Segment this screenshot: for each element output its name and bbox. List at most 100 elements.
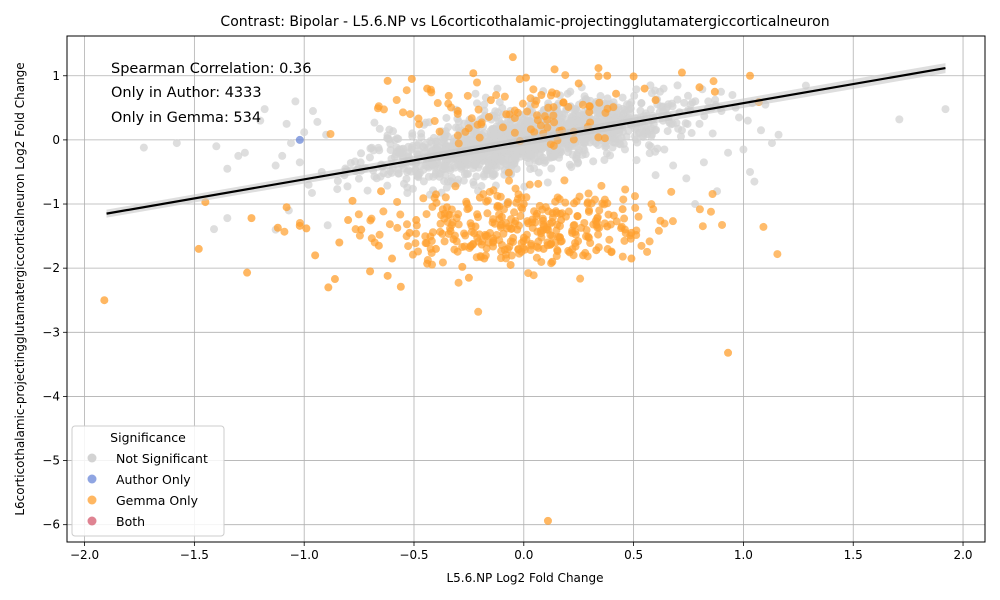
gemma-only-point — [374, 241, 383, 250]
legend-marker-not-significant — [87, 453, 97, 463]
gemma-only-point — [357, 225, 366, 234]
gemma-only-point — [548, 257, 557, 266]
density-point — [530, 128, 539, 137]
density-point — [549, 103, 558, 112]
gemma-only-point — [506, 260, 515, 269]
density-point — [572, 155, 581, 164]
density-point — [630, 192, 639, 201]
density-point — [415, 120, 424, 129]
chart-title: Contrast: Bipolar - L5.6.NP vs L6cortico… — [220, 14, 829, 30]
density-point — [618, 127, 627, 136]
density-point — [473, 210, 482, 219]
gemma-only-point — [539, 244, 548, 253]
density-point — [523, 116, 532, 125]
density-point — [534, 179, 543, 188]
density-point — [386, 146, 395, 155]
x-tick-label: 0.5 — [624, 548, 643, 562]
density-point — [444, 99, 453, 108]
density-point — [421, 118, 430, 127]
not-significant-point — [728, 91, 737, 100]
density-point — [485, 152, 494, 161]
gemma-only-point — [431, 190, 440, 199]
density-point — [620, 214, 629, 223]
density-point — [551, 238, 560, 247]
density-point — [474, 307, 483, 316]
density-point — [419, 194, 428, 203]
density-point — [392, 143, 401, 152]
gemma-only-point — [677, 68, 686, 77]
density-point — [565, 160, 574, 169]
not-significant-point — [480, 100, 489, 109]
density-point — [649, 205, 658, 214]
gemma-only-point — [282, 203, 291, 212]
plot-frame — [66, 35, 986, 543]
density-point — [562, 116, 571, 125]
density-point — [527, 150, 536, 159]
density-point — [647, 89, 656, 98]
density-point — [454, 278, 463, 287]
gemma-only-point — [519, 200, 528, 209]
regression-line-group — [106, 63, 946, 218]
legend-label-author-only: Author Only — [116, 472, 191, 487]
density-point — [402, 86, 411, 95]
gemma-only-point — [486, 96, 495, 105]
density-point — [504, 128, 513, 137]
density-point — [585, 206, 594, 215]
density-point — [561, 71, 570, 80]
density-point — [460, 229, 469, 238]
density-point — [570, 220, 579, 229]
density-point — [493, 203, 502, 212]
gemma-only-point — [100, 296, 109, 305]
y-tick-label: −2 — [42, 261, 60, 275]
density-point — [447, 221, 456, 230]
density-point — [489, 170, 498, 179]
density-point — [519, 243, 528, 252]
author-only-annotation: Only in Author: 4333 — [111, 85, 262, 101]
density-point — [498, 123, 507, 132]
not-significant-point — [287, 139, 296, 148]
y-axis-title: L6corticothalamic-projectingglutamatergi… — [13, 62, 27, 515]
density-point — [399, 108, 408, 117]
not-significant-point — [669, 161, 678, 170]
gemma-only-point — [405, 228, 414, 237]
gemma-only-point — [594, 64, 603, 73]
density-point — [687, 129, 696, 138]
density-point — [568, 245, 577, 254]
density-point — [532, 111, 541, 120]
gemma-only-point — [559, 98, 568, 107]
density-point — [646, 105, 655, 114]
density-point — [505, 176, 514, 185]
density-point — [374, 102, 383, 111]
density-point — [571, 105, 580, 114]
gemma-only-point — [469, 69, 478, 78]
not-significant-point — [774, 130, 783, 139]
density-point — [516, 212, 525, 221]
density-point — [584, 189, 593, 198]
gemma-only-point — [592, 246, 601, 255]
density-point — [463, 205, 472, 214]
density-point — [408, 184, 417, 193]
density-point — [396, 210, 405, 219]
density-point — [653, 144, 662, 153]
gemma-only-point — [458, 262, 467, 271]
y-tick-label: −1 — [42, 197, 60, 211]
density-point — [363, 186, 372, 195]
density-point — [442, 183, 451, 192]
density-point — [524, 269, 533, 278]
density-point — [519, 233, 528, 242]
density-point — [526, 94, 535, 103]
legend-label-gemma-only: Gemma Only — [116, 493, 199, 508]
spearman-annotation: Spearman Correlation: 0.36 — [111, 61, 311, 77]
gemma-only-point — [568, 228, 577, 237]
density-point — [540, 112, 549, 121]
density-point — [490, 219, 499, 228]
density-point — [651, 126, 660, 135]
density-point — [551, 207, 560, 216]
gemma-only-point — [618, 205, 627, 214]
density-point — [445, 142, 454, 151]
gemma-only-point — [440, 209, 449, 218]
density-point — [504, 198, 513, 207]
density-point — [543, 123, 552, 132]
density-point — [475, 133, 484, 142]
